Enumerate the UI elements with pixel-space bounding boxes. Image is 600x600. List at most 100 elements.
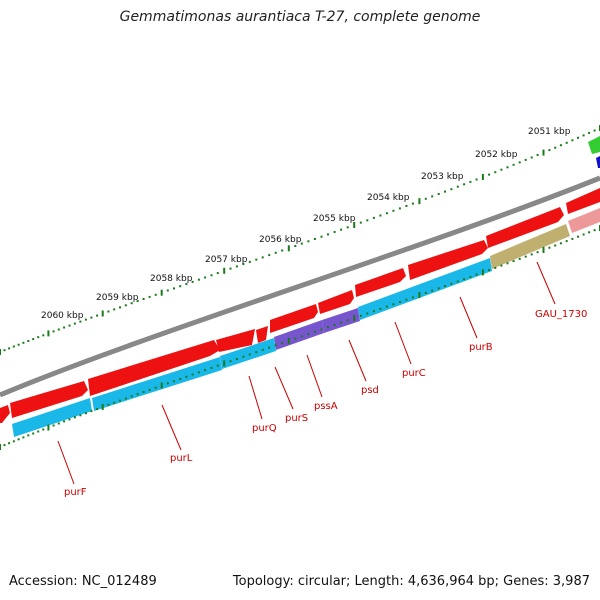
scale-tick <box>392 209 395 212</box>
gene-arrow-forward[interactable] <box>0 405 10 423</box>
gene-arrow-forward[interactable] <box>486 207 564 248</box>
scale-tick <box>431 195 434 198</box>
gene-arrow-forward[interactable] <box>88 340 220 396</box>
accession-info: Accession: NC_012489 <box>9 574 157 589</box>
inner-scale-tick <box>148 388 151 391</box>
inner-scale-tick <box>300 335 303 338</box>
inner-scale-tick <box>582 233 585 236</box>
inner-scale-tick <box>3 444 6 447</box>
scale-tick <box>593 129 596 132</box>
gene-label-purQ[interactable]: purQ <box>252 423 277 434</box>
inner-scale-tick <box>173 380 175 383</box>
scale-tick <box>191 280 194 283</box>
inner-tick-track <box>0 225 600 450</box>
gene-arrow-forward[interactable] <box>270 304 318 333</box>
scale-tick <box>119 306 121 309</box>
inner-scale-tick <box>294 337 297 340</box>
inner-scale-tick <box>548 246 551 249</box>
gene-label-GAU_1730[interactable]: GAU_1730 <box>535 309 587 320</box>
inner-scale-tick <box>359 314 362 317</box>
gene-arrow-forward[interactable] <box>355 268 406 297</box>
scale-tick <box>294 245 297 247</box>
gene-arrow-forward[interactable] <box>256 326 268 343</box>
gene-label-purS[interactable]: purS <box>285 413 308 424</box>
inner-scale-tick <box>577 235 579 238</box>
kbp-scale: 2051 kbp 2052 kbp 2053 kbp 2054 kbp 2055… <box>41 127 571 321</box>
gene-label-purC[interactable]: purC <box>402 368 426 379</box>
inner-scale-tick <box>52 424 55 427</box>
scale-tick <box>307 240 310 243</box>
inner-scale-tick <box>565 240 568 243</box>
inner-scale-tick <box>235 358 238 360</box>
gene-arrow-reverse[interactable] <box>220 338 276 369</box>
gene-arrow-reverse[interactable] <box>322 308 360 333</box>
scale-tick <box>166 289 169 292</box>
inner-scale-tick <box>554 244 557 247</box>
gene-arrow-reverse[interactable] <box>274 320 324 350</box>
scale-tick <box>582 134 585 137</box>
scale-tick <box>379 214 382 217</box>
inner-scale-tick <box>179 378 182 380</box>
scale-tick <box>160 289 163 296</box>
scale-tick <box>481 174 484 180</box>
gene-label-purL[interactable]: purL <box>170 453 193 464</box>
inner-scale-tick <box>475 273 478 276</box>
inner-scale-tick <box>101 403 104 410</box>
gene-arrow-reverse[interactable] <box>92 357 222 411</box>
scale-tick <box>500 168 503 171</box>
gene-arrow-pseudo[interactable] <box>568 208 600 233</box>
gene-arrow-forward[interactable] <box>216 329 255 352</box>
scale-tick <box>456 185 459 188</box>
inner-scale-tick <box>559 242 562 245</box>
scale-tick <box>107 310 110 313</box>
gene-arrow-other[interactable] <box>490 224 570 269</box>
scale-tick <box>173 287 175 290</box>
gene-arrow-reverse[interactable] <box>12 398 92 437</box>
inner-scale-tick <box>113 401 116 404</box>
gene-label-purB[interactable]: purB <box>469 342 493 353</box>
scale-tick <box>42 334 45 337</box>
scale-tick <box>204 276 207 279</box>
leader-line-purS <box>274 366 294 410</box>
inner-scale-tick <box>530 253 533 256</box>
scale-tick <box>12 345 15 348</box>
inner-scale-tick <box>463 278 466 281</box>
scale-tick <box>68 324 71 327</box>
gene-label-pssA[interactable]: pssA <box>314 401 338 412</box>
inner-scale-tick <box>68 418 71 421</box>
inner-scale-tick <box>210 366 213 369</box>
inner-scale-tick <box>261 348 264 351</box>
scale-tick <box>488 173 491 176</box>
scale-tick <box>512 163 515 166</box>
inner-scale-tick <box>185 375 188 378</box>
inner-scale-tick <box>398 301 401 303</box>
gene-arrow-green[interactable] <box>588 136 600 154</box>
scale-tick <box>577 136 579 139</box>
inner-scale-tick <box>229 360 232 363</box>
gene-arrow-blue[interactable] <box>596 156 600 168</box>
inner-scale-tick <box>216 364 219 367</box>
gene-arrow-forward[interactable] <box>566 188 600 214</box>
inner-scale-tick <box>313 330 316 333</box>
gene-arrow-forward[interactable] <box>10 381 88 418</box>
gene-arrow-reverse[interactable] <box>358 258 492 320</box>
gene-label-purF[interactable]: purF <box>64 487 87 498</box>
scale-tick <box>333 231 336 233</box>
inner-scale-tick <box>242 355 245 358</box>
genome-backbone <box>0 175 600 398</box>
inner-scale-tick <box>191 373 194 376</box>
inner-scale-tick <box>197 371 200 374</box>
scale-tick <box>268 254 271 257</box>
scale-tick <box>261 256 264 259</box>
gene-arrow-forward[interactable] <box>318 290 354 314</box>
scale-tick <box>418 198 421 205</box>
gene-arrow-forward[interactable] <box>408 240 488 280</box>
gene-label-psd[interactable]: psd <box>361 385 379 396</box>
inner-scale-tick <box>57 422 60 425</box>
inner-scale-tick <box>63 420 66 423</box>
inner-scale-tick <box>22 436 25 439</box>
scale-tick <box>148 295 151 298</box>
scale-tick <box>32 338 35 341</box>
